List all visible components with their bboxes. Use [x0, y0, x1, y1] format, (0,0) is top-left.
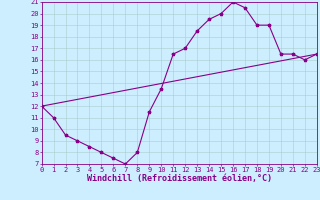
X-axis label: Windchill (Refroidissement éolien,°C): Windchill (Refroidissement éolien,°C) [87, 174, 272, 183]
